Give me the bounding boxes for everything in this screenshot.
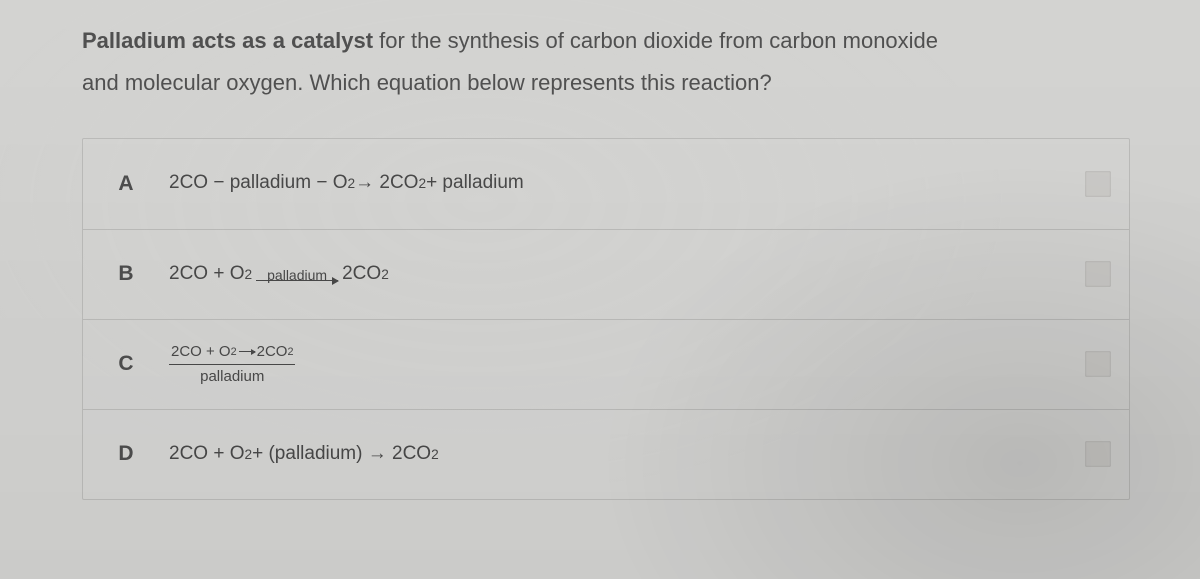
formula-sub: 2 [245,265,253,284]
fraction: 2CO + O22CO2 palladium [169,342,295,386]
formula-sub: 2 [245,445,253,464]
formula-text: → 2CO [355,170,418,197]
option-formula: 2CO + O2 palladium 2CO2 [169,261,389,288]
option-checkbox[interactable] [1085,441,1111,467]
formula-sub: 2 [231,345,237,359]
option-b[interactable]: B 2CO + O2 palladium 2CO2 [83,229,1129,319]
fraction-bottom: palladium [200,365,264,387]
formula-text: + palladium [426,170,524,197]
option-a[interactable]: A 2CO − palladium − O2 → 2CO2 + palladiu… [83,139,1129,229]
option-formula: 2CO − palladium − O2 → 2CO2 + palladium [169,170,524,197]
option-d[interactable]: D 2CO + O2 + (palladium) → 2CO2 [83,409,1129,499]
formula-sub: 2 [347,174,355,193]
arrow-icon [256,280,338,281]
option-letter: B [83,262,169,286]
option-formula: 2CO + O22CO2 palladium [169,342,295,386]
option-checkbox[interactable] [1085,261,1111,287]
option-checkbox[interactable] [1085,171,1111,197]
option-formula: 2CO + O2 + (palladium) → 2CO2 [169,441,439,468]
fraction-top: 2CO + O22CO2 [169,342,295,365]
formula-sub: 2 [418,174,426,193]
prompt-text-2: and molecular oxygen. Which equation bel… [82,70,772,95]
arrow-icon [239,351,255,352]
option-c[interactable]: C 2CO + O22CO2 palladium [83,319,1129,409]
formula-text: 2CO [342,261,381,288]
labeled-arrow: palladium [256,268,338,281]
option-checkbox[interactable] [1085,351,1111,377]
prompt-bold: Palladium acts as a catalyst [82,28,373,53]
formula-text: + (palladium) → 2CO [252,441,431,468]
option-letter: C [83,352,169,376]
formula-sub: 2 [287,345,293,359]
formula-text: 2CO + O [171,342,231,362]
formula-text: 2CO + O [169,261,245,288]
formula-text: 2CO − palladium − O [169,170,347,197]
formula-text: 2CO [257,342,288,362]
option-letter: D [83,442,169,466]
formula-sub: 2 [431,445,439,464]
option-letter: A [83,172,169,196]
question-prompt: Palladium acts as a catalyst for the syn… [82,20,1130,104]
prompt-text-1: for the synthesis of carbon dioxide from… [373,28,938,53]
formula-text: 2CO + O [169,441,245,468]
options-container: A 2CO − palladium − O2 → 2CO2 + palladiu… [82,138,1130,500]
formula-sub: 2 [381,265,389,284]
